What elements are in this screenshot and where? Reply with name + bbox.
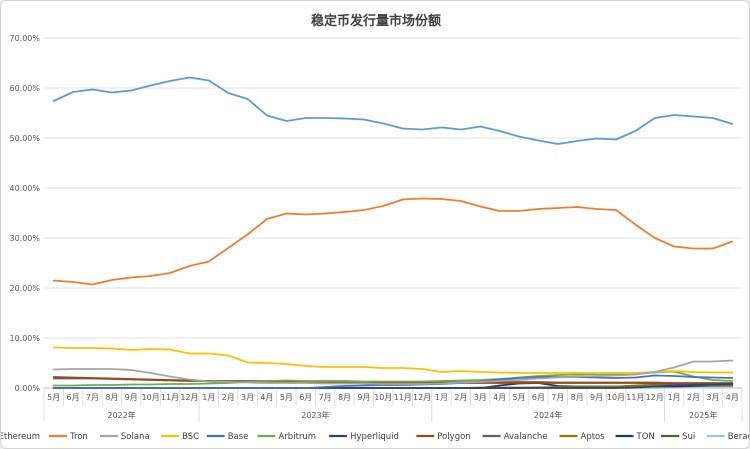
series-line-tron bbox=[52, 197, 734, 286]
x-tick-label: 8月 bbox=[105, 393, 118, 402]
legend-item-arbitrum: Arbitrum bbox=[279, 432, 317, 442]
x-tick-label: 12月 bbox=[413, 393, 431, 402]
y-tick-label: 0.00% bbox=[15, 384, 41, 393]
x-tick-label: 11月 bbox=[626, 393, 644, 402]
legend-item-ethereum: Ethereum bbox=[1, 432, 40, 442]
x-tick-label: 3月 bbox=[241, 393, 254, 402]
x-tick-label: 5月 bbox=[280, 393, 293, 402]
x-tick-label: 10月 bbox=[374, 393, 392, 402]
legend-item-aptos: Aptos bbox=[581, 432, 606, 442]
x-tick-label: 2月 bbox=[454, 393, 467, 402]
series-line-ethereum bbox=[52, 76, 734, 145]
year-label: 2024年 bbox=[534, 410, 562, 420]
x-tick-label: 9月 bbox=[590, 393, 603, 402]
legend-item-berachain: Berachain bbox=[728, 432, 750, 442]
x-tick-label: 7月 bbox=[551, 393, 564, 402]
x-tick-label: 8月 bbox=[571, 393, 584, 402]
x-tick-label: 9月 bbox=[357, 393, 370, 402]
y-tick-label: 10.00% bbox=[9, 334, 40, 343]
y-tick-label: 60.00% bbox=[9, 84, 40, 93]
x-tick-label: 1月 bbox=[668, 393, 681, 402]
x-tick-label: 5月 bbox=[47, 393, 60, 402]
x-tick-label: 6月 bbox=[299, 393, 312, 402]
legend-item-solana: Solana bbox=[121, 432, 150, 442]
x-tick-label: 5月 bbox=[512, 393, 525, 402]
legend-item-base: Base bbox=[228, 432, 249, 442]
x-tick-label: 12月 bbox=[646, 393, 664, 402]
x-tick-label: 2月 bbox=[222, 393, 235, 402]
x-tick-label: 4月 bbox=[260, 393, 273, 402]
legend-item-hyperliquid: Hyperliquid bbox=[350, 432, 399, 442]
legend-item-avalanche: Avalanche bbox=[504, 432, 548, 442]
y-tick-label: 40.00% bbox=[9, 184, 40, 193]
year-label: 2022年 bbox=[107, 410, 135, 420]
x-tick-label: 12月 bbox=[180, 393, 198, 402]
x-tick-label: 11月 bbox=[161, 393, 179, 402]
legend-item-sui: Sui bbox=[682, 432, 695, 442]
x-tick-label: 11月 bbox=[394, 393, 412, 402]
x-tick-label: 6月 bbox=[532, 393, 545, 402]
y-tick-label: 20.00% bbox=[9, 284, 40, 293]
x-tick-label: 1月 bbox=[435, 393, 448, 402]
x-tick-label: 8月 bbox=[338, 393, 351, 402]
chart-title: 稳定币发行量市场份额 bbox=[310, 14, 441, 29]
x-tick-label: 4月 bbox=[493, 393, 506, 402]
x-tick-label: 10月 bbox=[142, 393, 160, 402]
series-line-solana bbox=[52, 359, 734, 385]
x-tick-label: 3月 bbox=[474, 393, 487, 402]
legend-item-tron: Tron bbox=[69, 432, 88, 442]
series-line-bsc bbox=[52, 346, 734, 374]
x-tick-label: 1月 bbox=[202, 393, 215, 402]
legend-item-bsc: BSC bbox=[182, 432, 199, 442]
x-tick-label: 4月 bbox=[726, 393, 739, 402]
x-tick-label: 7月 bbox=[86, 393, 99, 402]
x-tick-label: 2月 bbox=[687, 393, 700, 402]
series-line-base bbox=[52, 374, 734, 389]
x-tick-label: 3月 bbox=[706, 393, 719, 402]
x-tick-label: 7月 bbox=[319, 393, 332, 402]
year-label: 2023年 bbox=[301, 410, 329, 420]
legend-item-polygon: Polygon bbox=[437, 432, 470, 442]
x-tick-label: 6月 bbox=[67, 393, 80, 402]
legend-item-ton: TON bbox=[636, 432, 655, 442]
series-line-polygon bbox=[52, 376, 734, 385]
y-tick-label: 70.00% bbox=[9, 34, 40, 43]
x-tick-label: 9月 bbox=[125, 393, 138, 402]
y-tick-label: 30.00% bbox=[9, 234, 40, 243]
y-tick-label: 50.00% bbox=[9, 134, 40, 143]
year-label: 2025年 bbox=[689, 410, 717, 420]
x-tick-label: 10月 bbox=[607, 393, 625, 402]
series-line-arbitrum bbox=[52, 370, 734, 387]
